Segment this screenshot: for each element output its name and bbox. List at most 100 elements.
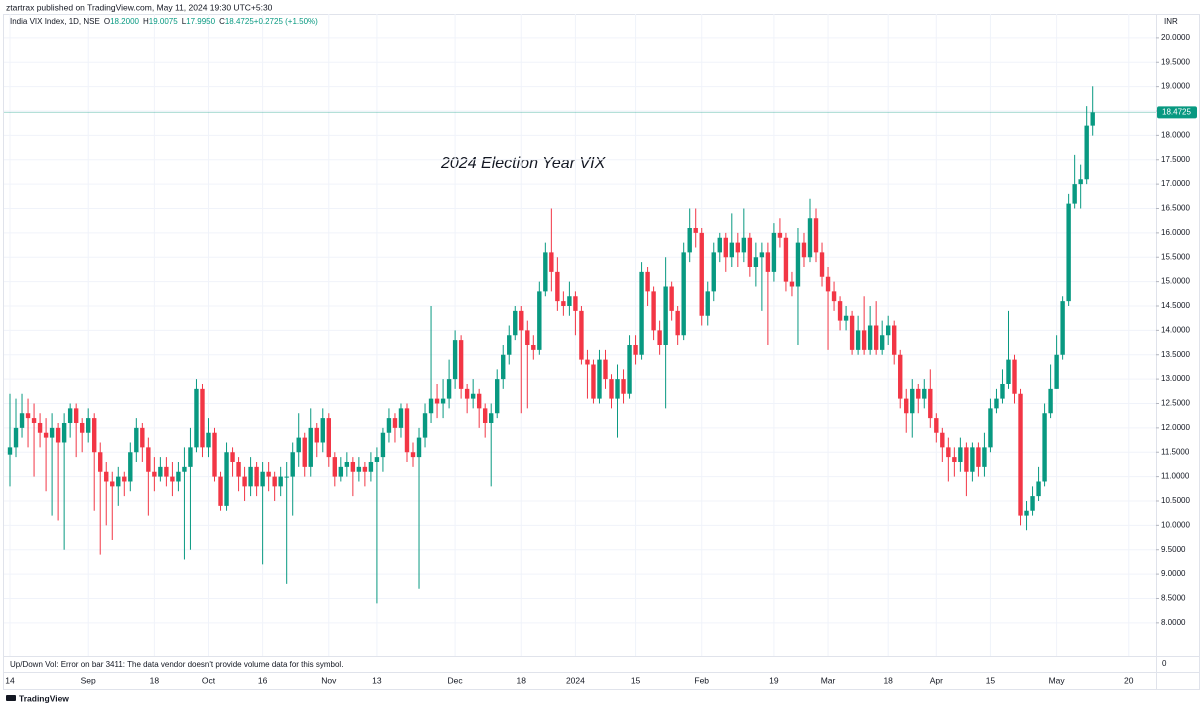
candle-body	[410, 452, 416, 458]
x-tick-label: Apr	[930, 675, 943, 685]
y-tick-label: 17.5000	[1161, 155, 1190, 164]
x-tick-label: 15	[631, 675, 641, 685]
candle-body	[236, 461, 241, 477]
legend-label: C	[219, 17, 225, 26]
candle-body	[555, 271, 560, 302]
candle-body	[1036, 481, 1041, 497]
candle-body	[579, 310, 584, 360]
candle-body	[188, 447, 193, 467]
candle-body	[910, 388, 915, 414]
x-tick-label: Mar	[821, 675, 836, 685]
candle-body	[212, 432, 217, 477]
candle-body	[699, 232, 704, 316]
candle-body	[470, 393, 476, 399]
candle-body	[128, 452, 133, 482]
candle-body	[940, 432, 945, 448]
candle-body	[278, 476, 283, 487]
candle-body	[898, 354, 903, 399]
candle-body	[849, 315, 855, 350]
candle-body	[879, 335, 885, 350]
candle-body	[928, 388, 933, 419]
candle-body	[705, 291, 710, 316]
candle-body	[284, 476, 289, 478]
candle-body	[904, 398, 909, 414]
candle-body	[254, 466, 259, 487]
candle-body	[777, 232, 783, 238]
y-tick-label: 10.0000	[1161, 520, 1190, 529]
y-tick-label: 19.5000	[1161, 57, 1190, 66]
candle-body	[982, 447, 987, 467]
candle-body	[374, 457, 380, 462]
candle-body	[543, 252, 548, 292]
candle-body	[122, 476, 127, 482]
candle-body	[831, 291, 837, 302]
volume-message: Up/Down Vol: Error on bar 3411: The data…	[10, 660, 343, 669]
candle-body	[501, 354, 506, 380]
candle-body	[729, 242, 734, 258]
candle-body	[964, 447, 969, 472]
candle-body	[783, 237, 789, 282]
y-tick-label: 20.0000	[1161, 33, 1190, 42]
candle-body	[1024, 510, 1029, 516]
candle-body	[537, 291, 542, 350]
candle-body	[476, 393, 482, 409]
candle-body	[98, 452, 103, 472]
y-tick-label: 9.0000	[1161, 569, 1186, 578]
x-tick-label: Nov	[321, 675, 337, 685]
candle-body	[1012, 359, 1017, 394]
candle-body	[795, 242, 801, 287]
y-tick-label: 9.5000	[1161, 545, 1186, 554]
candle-body	[892, 325, 897, 355]
candle-body	[206, 432, 211, 448]
candle-body	[296, 437, 301, 453]
legend-value: 17.9950	[186, 17, 215, 26]
candle-body	[513, 310, 518, 336]
candle-body	[194, 388, 199, 448]
y-tick-label: 16.5000	[1161, 204, 1190, 213]
legend-symbol: India VIX Index, 1D, NSE	[10, 17, 100, 26]
candle-body	[861, 330, 867, 350]
x-tick-label: 2024	[566, 675, 585, 685]
candle-body	[200, 388, 205, 448]
legend-value: 18.2000	[110, 17, 139, 26]
candle-body	[61, 422, 67, 443]
candle-body	[934, 418, 939, 433]
y-tick-label: 13.5000	[1161, 350, 1190, 359]
x-tick-label: 18	[150, 675, 160, 685]
candle-body	[320, 418, 325, 443]
candle-body	[567, 296, 572, 306]
candle-body	[723, 237, 728, 258]
candle-body	[140, 427, 145, 448]
candle-body	[422, 413, 428, 438]
candle-body	[356, 466, 362, 472]
candle-body	[1066, 203, 1071, 302]
candle-body	[314, 427, 319, 443]
candle-body	[104, 471, 109, 482]
candle-body	[922, 388, 927, 399]
candle-body	[525, 330, 530, 345]
candle-body	[819, 252, 825, 277]
currency-label: INR	[1164, 17, 1178, 26]
x-tick-label: 15	[986, 675, 996, 685]
candle-body	[1018, 393, 1023, 516]
candle-body	[663, 286, 668, 345]
candle-body	[771, 232, 777, 272]
y-tick-label: 12.0000	[1161, 423, 1190, 432]
candle-body	[489, 413, 494, 423]
candle-body	[765, 252, 771, 272]
candle-body	[603, 359, 608, 380]
y-tick-label: 10.5000	[1161, 496, 1190, 505]
candle-body	[428, 398, 434, 414]
candle-body	[7, 447, 13, 455]
candle-body	[302, 437, 307, 467]
candle-body	[531, 344, 536, 350]
candle-body	[675, 310, 680, 336]
candle-body	[440, 398, 446, 404]
candle-body	[55, 427, 61, 443]
candle-body	[344, 461, 350, 467]
candle-body	[482, 408, 488, 423]
candle-body	[657, 330, 662, 345]
y-tick-label: 12.5000	[1161, 399, 1190, 408]
candle-body	[711, 252, 716, 292]
candle-body	[1042, 413, 1047, 482]
